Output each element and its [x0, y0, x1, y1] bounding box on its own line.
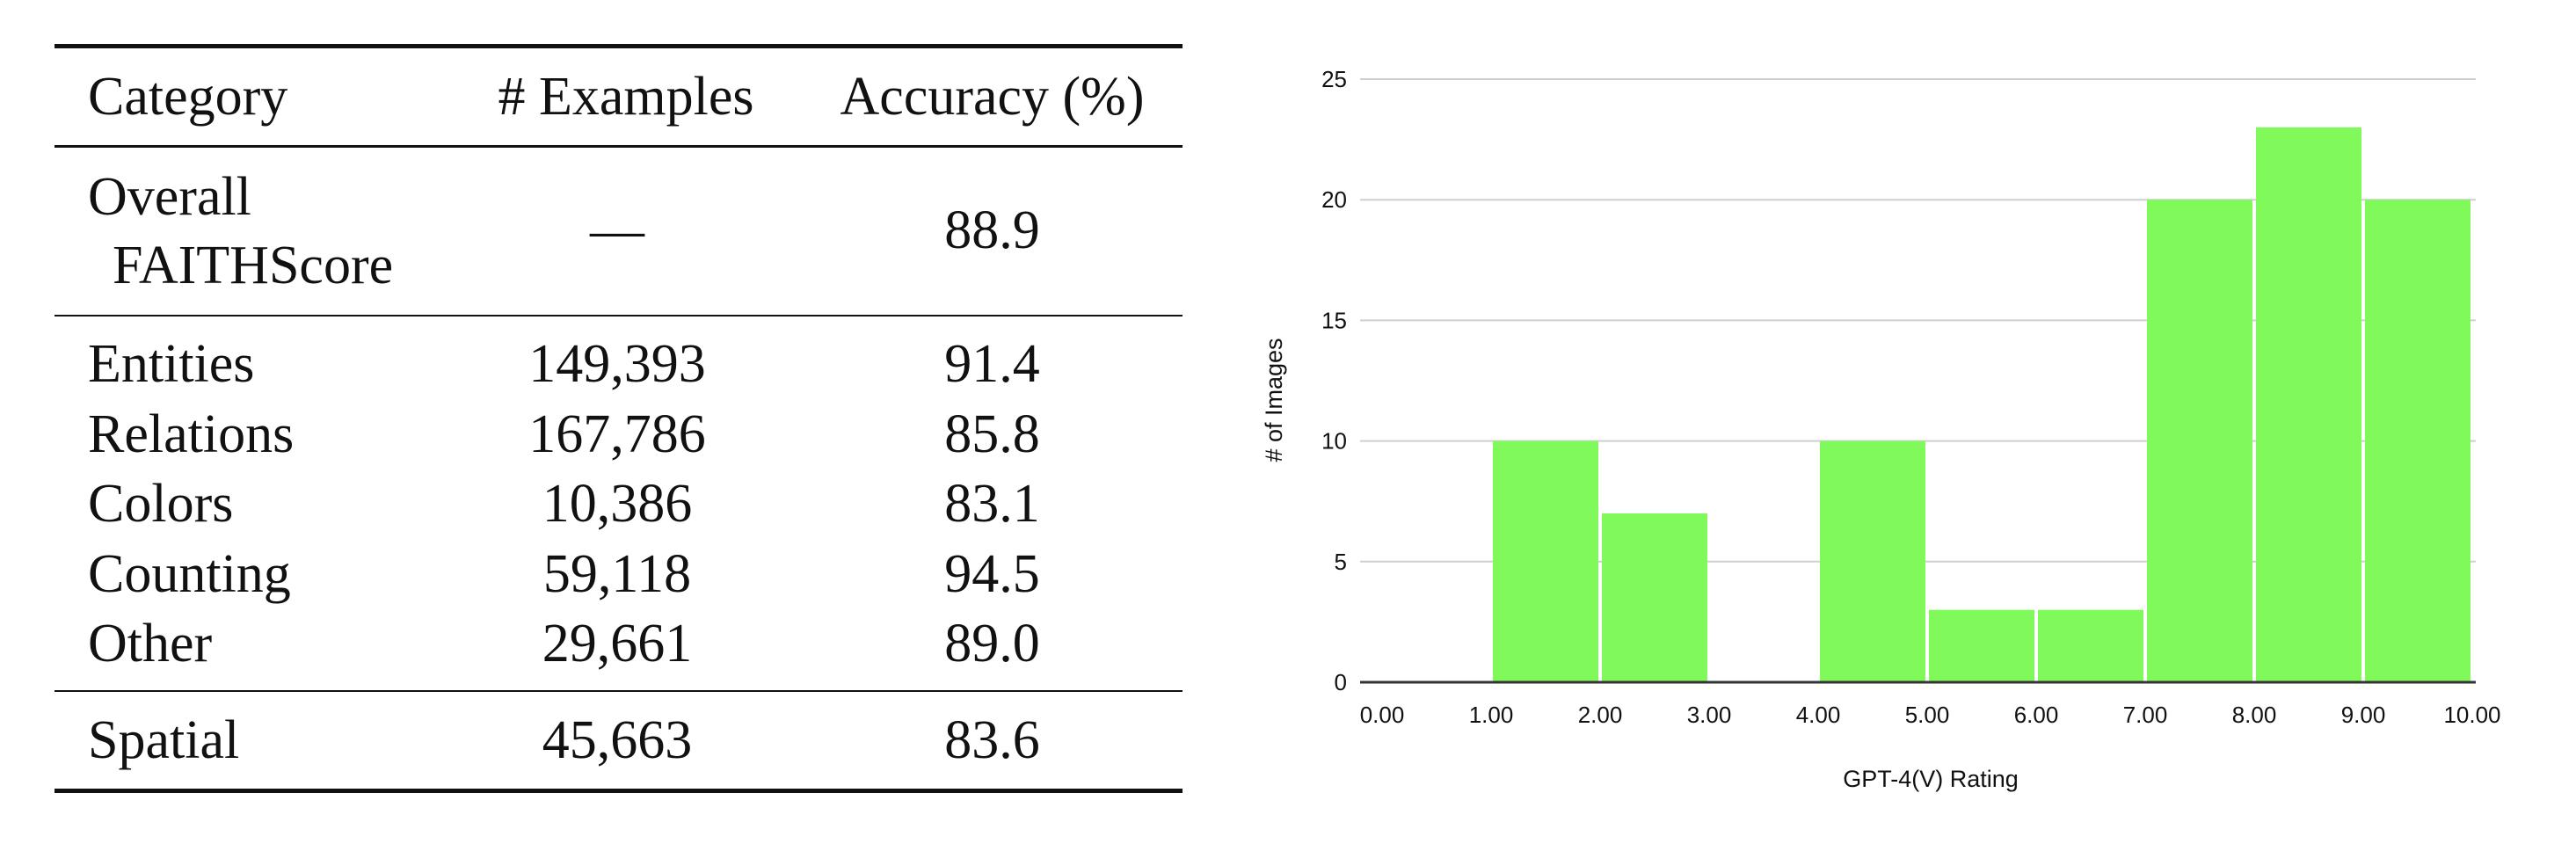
top-rule	[55, 44, 1182, 48]
row-examples: 59,118	[542, 543, 692, 604]
table-row: Colors 10,386 83.1	[55, 469, 1182, 540]
row-examples: 167,786	[528, 404, 706, 464]
row-category: Colors	[88, 474, 234, 535]
histogram-bar	[2038, 609, 2143, 681]
row-category: Relations	[88, 404, 295, 464]
y-tick-label: 0	[1335, 669, 1347, 695]
x-axis-label: GPT-4(V) Rating	[1843, 766, 2019, 792]
histogram-bar	[1820, 440, 1925, 681]
x-tick-labels: 0.00 1.00 2.00 3.00 4.00 5.00 6.00 7.00 8.00 9.00…	[1360, 702, 2501, 728]
y-tick-label: 15	[1321, 307, 1347, 333]
header-examples: # Examples	[498, 66, 754, 127]
spatial-rule	[55, 689, 1182, 692]
header-category: Category	[88, 66, 288, 127]
row-examples: 29,661	[542, 614, 693, 674]
spatial-row: Spatial 45,663 83.6	[55, 692, 1182, 789]
table-row: Entities 149,393 91.4	[55, 330, 1182, 400]
x-tick-label: 8.00	[2232, 702, 2277, 728]
x-tick-label: 1.00	[1469, 702, 1514, 728]
histogram-bar	[2365, 200, 2470, 681]
row-accuracy: 91.4	[944, 334, 1040, 395]
overall-row: Overall FAITHScore — 88.9	[55, 148, 1182, 315]
histogram-bar	[1493, 440, 1598, 681]
results-table: Category # Examples Accuracy (%) Overall…	[55, 44, 1182, 793]
x-tick-label: 2.00	[1578, 702, 1623, 728]
spatial-category: Spatial	[88, 709, 240, 770]
row-accuracy: 89.0	[944, 614, 1040, 674]
overall-label-line1: Overall	[88, 166, 251, 227]
overall-label: Overall FAITHScore	[55, 163, 433, 300]
histogram-bar	[1602, 513, 1707, 681]
x-tick-label: 5.00	[1905, 702, 1950, 728]
row-category: Counting	[88, 543, 291, 604]
y-tick-label: 10	[1321, 428, 1347, 455]
overall-rule	[55, 314, 1182, 316]
row-examples: 10,386	[542, 474, 693, 535]
table-header-row: Category # Examples Accuracy (%)	[55, 48, 1182, 145]
table-row: Other 29,661 89.0	[55, 609, 1182, 680]
category-rows: Entities 149,393 91.4 Relations 167,786 …	[55, 316, 1182, 690]
y-tick-label: 20	[1321, 186, 1347, 213]
x-tick-label: 7.00	[2123, 702, 2168, 728]
histogram-bars	[1493, 127, 2470, 681]
y-tick-label: 5	[1335, 549, 1347, 575]
histogram-bar	[1929, 609, 2034, 681]
overall-examples: —	[590, 200, 644, 260]
x-tick-label: 4.00	[1796, 702, 1841, 728]
histogram-bar	[2147, 200, 2252, 681]
y-axis-label: # of Images	[1261, 338, 1287, 462]
x-tick-label: 3.00	[1687, 702, 1732, 728]
row-category: Other	[88, 614, 213, 674]
y-tick-label: 25	[1321, 66, 1347, 92]
bottom-rule	[55, 789, 1182, 793]
spatial-examples: 45,663	[542, 709, 693, 770]
x-tick-label: 6.00	[2014, 702, 2059, 728]
table-row: Counting 59,118 94.5	[55, 540, 1182, 610]
x-tick-label: 10.00	[2443, 702, 2500, 728]
x-tick-label: 0.00	[1360, 702, 1405, 728]
overall-accuracy: 88.9	[944, 200, 1040, 260]
row-examples: 149,393	[528, 334, 706, 395]
row-accuracy: 94.5	[944, 543, 1040, 604]
spatial-accuracy: 83.6	[944, 709, 1040, 770]
header-rule	[55, 145, 1182, 148]
rating-histogram: 0 5 10 15 20 25 0.00 1.00 2.00 3.00 4.00 5.00 6.00 7…	[1261, 66, 2501, 792]
row-accuracy: 85.8	[944, 404, 1040, 464]
row-category: Entities	[88, 334, 255, 395]
x-tick-label: 9.00	[2341, 702, 2386, 728]
overall-label-line2: FAITHScore	[113, 235, 394, 295]
header-accuracy: Accuracy (%)	[840, 66, 1145, 127]
y-tick-labels: 0 5 10 15 20 25	[1321, 66, 1347, 695]
histogram-bar	[2256, 127, 2361, 681]
table-row: Relations 167,786 85.8	[55, 400, 1182, 470]
row-accuracy: 83.1	[944, 474, 1040, 535]
